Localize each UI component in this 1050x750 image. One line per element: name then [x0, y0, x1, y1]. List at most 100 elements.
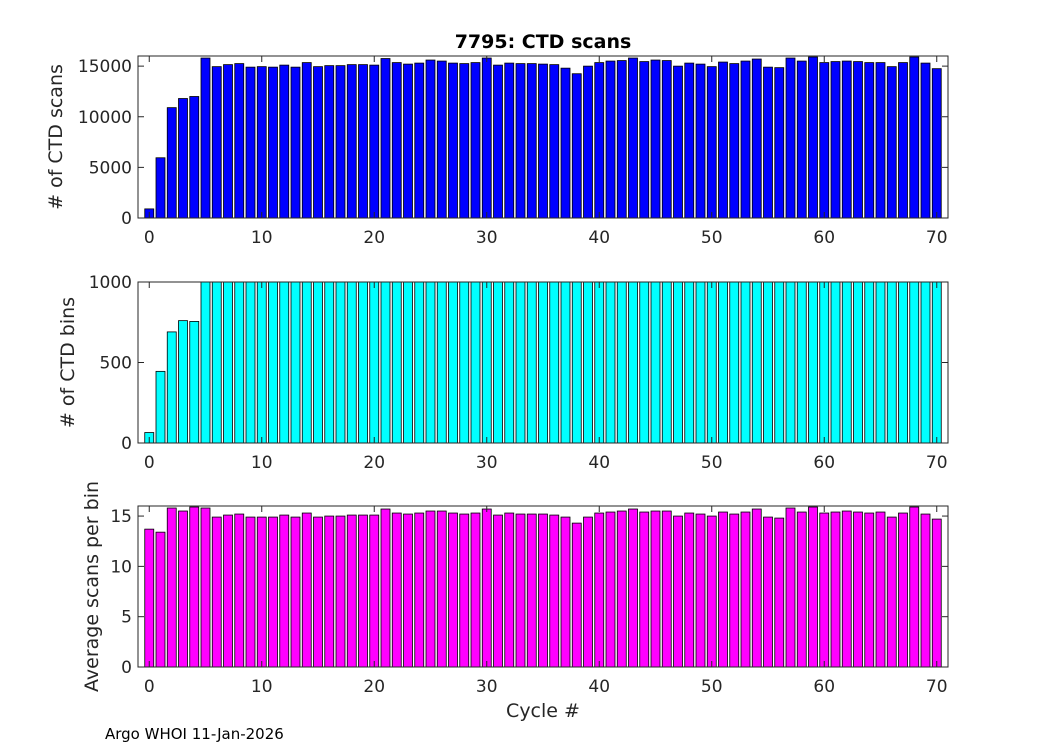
- bar-bins-41: [605, 281, 616, 444]
- bar-avg-58: [796, 511, 807, 668]
- bar-bins-12: [279, 281, 290, 444]
- bar-bins-60: [819, 281, 830, 444]
- x-tick-label: 50: [701, 228, 723, 248]
- bar-avg-42: [616, 510, 627, 668]
- bar-avg-44: [639, 511, 650, 668]
- avg-panel: 0 10 20 30 40 50 60 70 0 5 10 15 Average scans per b…: [81, 481, 949, 697]
- bar-avg-21: [380, 508, 391, 668]
- bar-bins-54: [751, 281, 762, 444]
- x-tick-label: 40: [588, 677, 610, 697]
- bar-bins-33: [515, 281, 526, 444]
- bar-bins-34: [526, 281, 537, 444]
- bar-scans-66: [886, 66, 897, 219]
- bar-avg-56: [774, 517, 785, 668]
- bar-avg-59: [808, 506, 818, 668]
- bar-avg-66: [886, 516, 897, 668]
- x-tick-label: 40: [588, 453, 610, 473]
- bar-bins-13: [290, 281, 301, 444]
- x-tick-label: 50: [701, 453, 723, 473]
- x-tick-label: 0: [144, 228, 155, 248]
- bar-scans-47: [673, 65, 683, 219]
- bar-scans-55: [763, 66, 773, 219]
- x-tick-label: 20: [363, 677, 385, 697]
- bar-avg-69: [920, 513, 931, 668]
- bar-avg-15: [313, 516, 323, 668]
- bar-bins-16: [324, 281, 335, 444]
- y-tick-label: 1000: [89, 273, 132, 293]
- bar-scans-38: [571, 73, 582, 219]
- bar-scans-36: [549, 64, 560, 219]
- bar-avg-36: [549, 514, 560, 668]
- bar-scans-69: [920, 62, 931, 219]
- y-tick-label: 10: [110, 557, 132, 577]
- bar-bins-40: [594, 281, 605, 444]
- bar-avg-24: [414, 512, 425, 668]
- bar-bins-51: [718, 281, 728, 444]
- bar-scans-40: [594, 62, 605, 219]
- bar-scans-37: [560, 67, 571, 219]
- bar-scans-1: [155, 157, 166, 219]
- bar-avg-28: [459, 513, 470, 668]
- bar-scans-4: [189, 96, 200, 219]
- bar-avg-13: [290, 516, 301, 668]
- bar-scans-18: [346, 64, 357, 219]
- x-tick-label: 10: [251, 677, 273, 697]
- bar-scans-67: [898, 62, 908, 219]
- bar-avg-20: [369, 514, 380, 668]
- bar-avg-34: [526, 513, 537, 668]
- bar-bins-27: [448, 281, 458, 444]
- bar-scans-49: [695, 63, 706, 219]
- bar-avg-41: [605, 511, 616, 668]
- bar-bins-56: [774, 281, 785, 444]
- bar-scans-68: [909, 56, 920, 219]
- bar-avg-26: [436, 510, 447, 668]
- bar-bins-63: [853, 281, 863, 444]
- x-tick-label: 10: [251, 228, 273, 248]
- x-tick-label: 10: [251, 453, 273, 473]
- bar-bins-31: [493, 281, 503, 444]
- bar-bins-23: [403, 281, 413, 444]
- bar-bins-35: [538, 281, 548, 444]
- bar-avg-0: [144, 528, 155, 668]
- bar-scans-17: [335, 65, 346, 219]
- bar-scans-65: [875, 62, 886, 219]
- bar-scans-60: [819, 62, 830, 219]
- chart-title: 7795: CTD scans: [455, 31, 632, 53]
- bar-scans-29: [470, 62, 481, 219]
- bar-bins-46: [661, 281, 672, 444]
- bar-avg-47: [673, 515, 683, 668]
- bar-avg-23: [403, 513, 413, 668]
- bar-bins-59: [808, 281, 818, 444]
- bar-bins-9: [245, 281, 256, 444]
- bar-bins-50: [706, 281, 717, 444]
- bar-avg-53: [740, 511, 751, 668]
- bar-scans-11: [268, 66, 278, 219]
- bar-scans-58: [796, 60, 807, 219]
- bar-bins-22: [391, 281, 402, 444]
- bar-scans-31: [493, 64, 503, 219]
- bar-bins-53: [740, 281, 751, 444]
- bar-bins-28: [459, 281, 470, 444]
- y-tick-label: 5: [121, 608, 132, 628]
- bar-bins-66: [886, 281, 897, 444]
- bar-bins-2: [166, 331, 177, 444]
- x-tick-label: 70: [926, 228, 948, 248]
- bar-avg-8: [234, 513, 245, 668]
- bar-avg-48: [684, 512, 695, 668]
- bar-avg-4: [189, 506, 200, 668]
- bar-bins-30: [481, 281, 492, 444]
- bar-scans-42: [616, 60, 627, 219]
- bar-scans-45: [650, 59, 661, 219]
- bar-scans-43: [628, 57, 638, 219]
- bar-bins-4: [189, 321, 200, 444]
- bar-bins-15: [313, 281, 323, 444]
- bar-bins-6: [211, 281, 222, 444]
- bar-bins-69: [920, 281, 931, 444]
- bar-avg-2: [166, 507, 177, 668]
- bar-avg-37: [560, 516, 571, 668]
- bar-avg-11: [268, 516, 278, 668]
- bar-scans-9: [245, 66, 256, 219]
- bar-bins-45: [650, 281, 661, 444]
- y-tick-label: 0: [121, 658, 132, 678]
